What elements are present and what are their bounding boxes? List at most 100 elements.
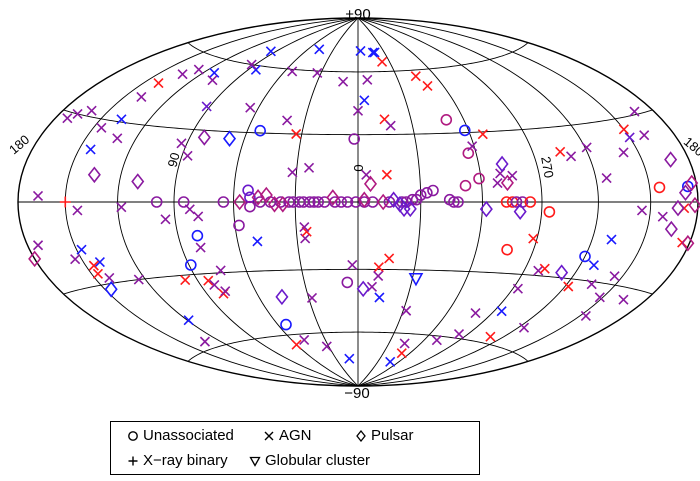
pulsar-marker bbox=[87, 166, 101, 184]
legend-item-xray-binary: X−ray binary bbox=[127, 452, 228, 469]
unassociated-marker bbox=[414, 189, 427, 201]
agn-marker bbox=[62, 113, 73, 124]
agn-marker bbox=[580, 310, 591, 322]
legend-label-xray-binary: X−ray binary bbox=[143, 452, 228, 469]
xray-binary-marker bbox=[59, 196, 71, 208]
agn-marker bbox=[618, 147, 629, 158]
label-lat-plus90: +90 bbox=[345, 6, 370, 23]
unassociated-marker bbox=[244, 200, 256, 213]
agn-marker bbox=[176, 138, 187, 149]
agn-marker bbox=[160, 214, 171, 225]
legend-item-globular-cluster: Globular cluster bbox=[249, 452, 370, 469]
agn-marker bbox=[88, 260, 99, 271]
unassociated-marker bbox=[543, 206, 556, 218]
unassociated-marker bbox=[217, 196, 230, 208]
agn-marker bbox=[512, 283, 523, 294]
agn-marker bbox=[32, 190, 44, 201]
agn-marker bbox=[362, 74, 373, 85]
agn-marker bbox=[287, 167, 298, 178]
unassociated-marker bbox=[524, 196, 537, 208]
agn-marker bbox=[193, 64, 204, 75]
parallel-line bbox=[187, 42, 529, 73]
agn-marker bbox=[182, 150, 193, 161]
agn-marker bbox=[72, 205, 83, 216]
unassociated-marker bbox=[191, 229, 204, 242]
pulsar-marker bbox=[479, 200, 493, 218]
agn-marker bbox=[314, 44, 325, 55]
pulsar-marker bbox=[131, 173, 145, 190]
agn-marker bbox=[401, 305, 412, 316]
agn-marker bbox=[618, 294, 629, 305]
agn-marker bbox=[377, 56, 388, 67]
legend-label-pulsar: Pulsar bbox=[371, 427, 414, 444]
agn-marker bbox=[195, 242, 206, 253]
agn-marker bbox=[533, 265, 544, 276]
unassociated-marker bbox=[473, 172, 485, 185]
pulsar-marker bbox=[223, 130, 237, 147]
agn-marker bbox=[586, 279, 597, 290]
agn-marker bbox=[467, 141, 478, 152]
agn-marker bbox=[629, 106, 640, 117]
agn-marker bbox=[112, 133, 123, 144]
agn-marker bbox=[588, 260, 599, 271]
map-grid bbox=[17, 17, 699, 387]
unassociated-marker bbox=[242, 184, 254, 197]
pulsar-marker bbox=[671, 199, 685, 217]
agn-marker bbox=[180, 274, 191, 286]
unassociated-marker bbox=[440, 114, 453, 126]
pulsar-marker bbox=[664, 220, 678, 238]
agn-marker bbox=[291, 339, 302, 350]
unassociated-marker bbox=[427, 184, 439, 197]
pulsar-marker bbox=[376, 193, 390, 211]
unassociated-marker bbox=[335, 196, 348, 208]
label-lon-180-right: 180 bbox=[681, 134, 700, 159]
unassociated-marker bbox=[501, 243, 513, 256]
agn-marker bbox=[601, 173, 612, 184]
agn-marker bbox=[431, 335, 442, 346]
agn-marker bbox=[355, 45, 366, 56]
unassociated-marker bbox=[303, 196, 316, 208]
agn-marker bbox=[352, 105, 364, 116]
diamond-marker-icon bbox=[356, 429, 366, 442]
agn-marker bbox=[518, 322, 530, 333]
unassociated-marker bbox=[459, 179, 472, 192]
agn-marker bbox=[321, 341, 332, 352]
agn-marker bbox=[373, 262, 384, 273]
agn-marker bbox=[639, 130, 650, 141]
legend-label-globular-cluster: Globular cluster bbox=[265, 452, 371, 469]
agn-marker bbox=[373, 270, 384, 282]
legend: Unassociated AGN Pulsar X−ray binary Glo… bbox=[110, 421, 480, 475]
pulsar-marker bbox=[197, 129, 211, 146]
agn-marker bbox=[492, 177, 503, 189]
unassociated-marker bbox=[150, 196, 163, 208]
pulsar-marker bbox=[259, 186, 273, 204]
unassociated-marker bbox=[579, 250, 591, 263]
unassociated-marker bbox=[421, 187, 433, 199]
agn-marker bbox=[312, 67, 323, 79]
pulsar-marker bbox=[387, 191, 401, 209]
parallel-line bbox=[63, 268, 653, 295]
agn-marker bbox=[96, 122, 107, 133]
agn-marker bbox=[374, 292, 385, 303]
agn-marker bbox=[566, 151, 577, 162]
agn-marker bbox=[86, 105, 97, 116]
agn-marker bbox=[209, 279, 220, 291]
x-marker-icon bbox=[264, 431, 274, 440]
circle-marker-icon bbox=[128, 430, 138, 441]
agn-marker bbox=[606, 234, 617, 245]
agn-marker bbox=[116, 114, 127, 125]
unassociated-marker bbox=[312, 196, 325, 208]
agn-marker bbox=[384, 253, 395, 264]
agn-marker bbox=[496, 306, 507, 317]
unassociated-marker bbox=[341, 196, 354, 208]
unassociated-marker bbox=[233, 219, 245, 232]
agn-marker bbox=[215, 265, 226, 276]
pulsar-marker bbox=[681, 234, 695, 252]
pulsar-marker bbox=[275, 288, 289, 306]
agn-marker bbox=[624, 132, 635, 143]
agn-marker bbox=[193, 211, 204, 222]
agn-marker bbox=[609, 271, 620, 282]
agn-marker bbox=[528, 233, 539, 244]
legend-label-agn: AGN bbox=[279, 427, 312, 444]
agn-marker bbox=[136, 91, 147, 103]
